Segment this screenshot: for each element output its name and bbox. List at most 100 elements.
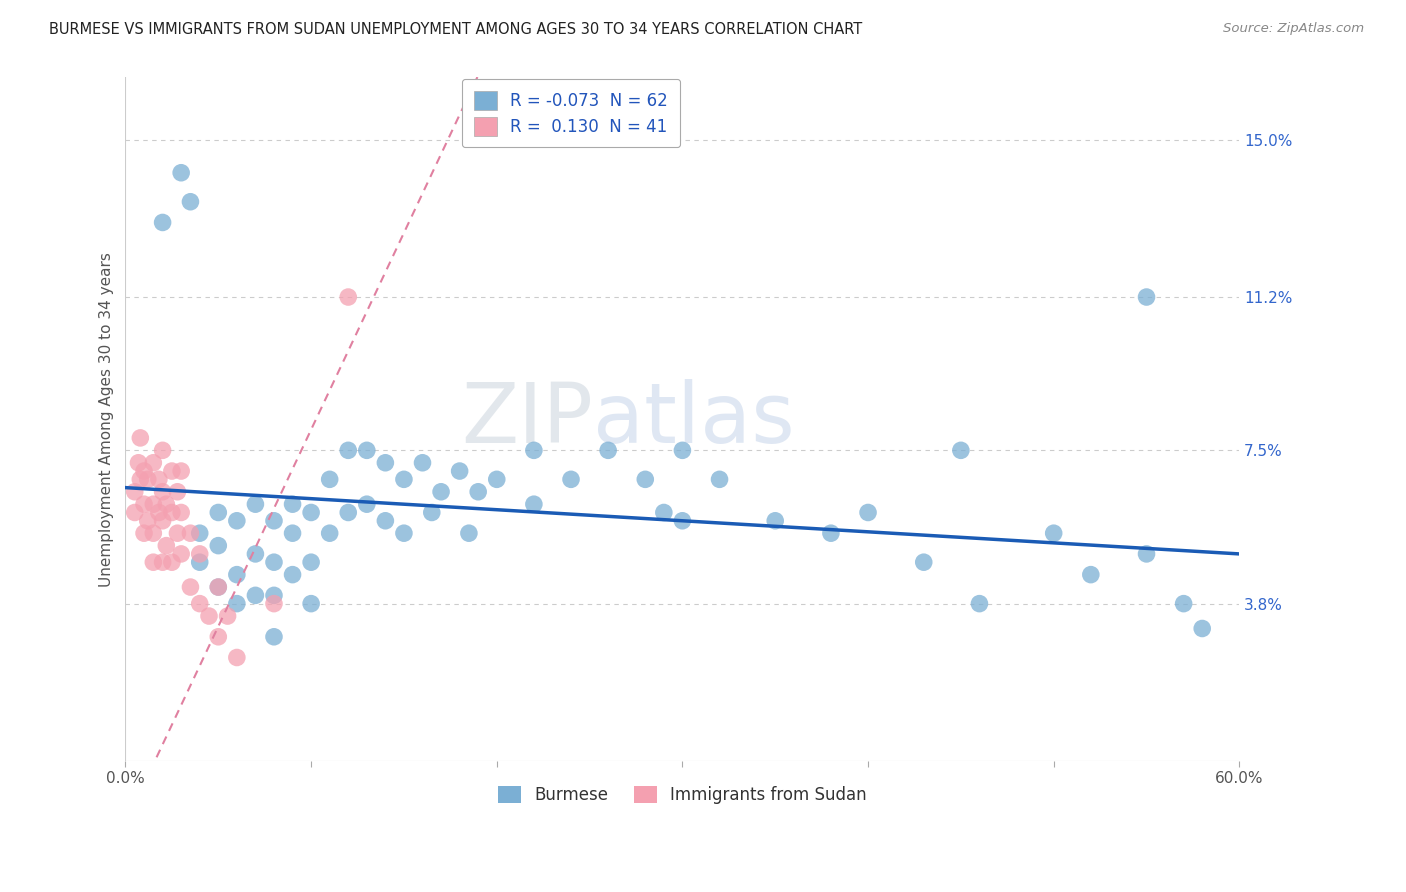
Point <box>337 290 360 304</box>
Point <box>152 555 174 569</box>
Point <box>356 443 378 458</box>
Point <box>170 166 193 180</box>
Point <box>374 514 396 528</box>
Point <box>198 609 221 624</box>
Point <box>671 514 693 528</box>
Point <box>142 497 165 511</box>
Point <box>245 497 267 511</box>
Point <box>318 526 340 541</box>
Point <box>142 555 165 569</box>
Point <box>969 597 991 611</box>
Point <box>207 630 229 644</box>
Point <box>152 484 174 499</box>
Point <box>132 526 155 541</box>
Point <box>1042 526 1064 541</box>
Point <box>152 215 174 229</box>
Point <box>763 514 786 528</box>
Point <box>374 456 396 470</box>
Point <box>225 514 247 528</box>
Point <box>449 464 471 478</box>
Point <box>1080 567 1102 582</box>
Point <box>132 497 155 511</box>
Point <box>430 484 453 499</box>
Point <box>281 526 304 541</box>
Point <box>709 472 731 486</box>
Point <box>299 555 322 569</box>
Point <box>207 580 229 594</box>
Point <box>337 506 360 520</box>
Point <box>166 526 188 541</box>
Point <box>412 456 434 470</box>
Point <box>170 506 193 520</box>
Point <box>949 443 972 458</box>
Point <box>166 484 188 499</box>
Point <box>124 506 146 520</box>
Point <box>671 443 693 458</box>
Point <box>152 443 174 458</box>
Point <box>148 472 170 486</box>
Point <box>467 484 489 499</box>
Point <box>820 526 842 541</box>
Y-axis label: Unemployment Among Ages 30 to 34 years: Unemployment Among Ages 30 to 34 years <box>100 252 114 587</box>
Point <box>188 526 211 541</box>
Point <box>856 506 879 520</box>
Point <box>523 497 546 511</box>
Point <box>485 472 508 486</box>
Point <box>420 506 443 520</box>
Point <box>188 547 211 561</box>
Point <box>129 472 152 486</box>
Point <box>263 514 285 528</box>
Point <box>225 650 247 665</box>
Point <box>132 464 155 478</box>
Point <box>1135 290 1157 304</box>
Point <box>155 539 177 553</box>
Point <box>356 497 378 511</box>
Point <box>392 472 415 486</box>
Point <box>299 597 322 611</box>
Point <box>263 555 285 569</box>
Point <box>207 539 229 553</box>
Point <box>160 555 183 569</box>
Point <box>160 506 183 520</box>
Point <box>188 555 211 569</box>
Point <box>523 443 546 458</box>
Point <box>217 609 239 624</box>
Point <box>129 431 152 445</box>
Point <box>263 588 285 602</box>
Point <box>337 443 360 458</box>
Point <box>170 464 193 478</box>
Point <box>136 472 159 486</box>
Point <box>124 484 146 499</box>
Point <box>142 526 165 541</box>
Point <box>1173 597 1195 611</box>
Text: BURMESE VS IMMIGRANTS FROM SUDAN UNEMPLOYMENT AMONG AGES 30 TO 34 YEARS CORRELAT: BURMESE VS IMMIGRANTS FROM SUDAN UNEMPLO… <box>49 22 862 37</box>
Point <box>263 630 285 644</box>
Point <box>912 555 935 569</box>
Point <box>188 597 211 611</box>
Legend: Burmese, Immigrants from Sudan: Burmese, Immigrants from Sudan <box>488 776 877 814</box>
Point <box>652 506 675 520</box>
Point <box>299 506 322 520</box>
Point <box>207 580 229 594</box>
Point <box>225 597 247 611</box>
Point <box>392 526 415 541</box>
Point <box>634 472 657 486</box>
Point <box>170 547 193 561</box>
Point <box>127 456 149 470</box>
Point <box>1191 622 1213 636</box>
Point <box>263 597 285 611</box>
Point <box>458 526 481 541</box>
Point <box>148 506 170 520</box>
Point <box>598 443 620 458</box>
Point <box>281 567 304 582</box>
Point <box>152 514 174 528</box>
Point <box>136 514 159 528</box>
Point <box>179 194 201 209</box>
Point <box>207 506 229 520</box>
Point <box>155 497 177 511</box>
Point <box>160 464 183 478</box>
Point <box>179 580 201 594</box>
Point <box>281 497 304 511</box>
Text: atlas: atlas <box>593 379 794 459</box>
Point <box>179 526 201 541</box>
